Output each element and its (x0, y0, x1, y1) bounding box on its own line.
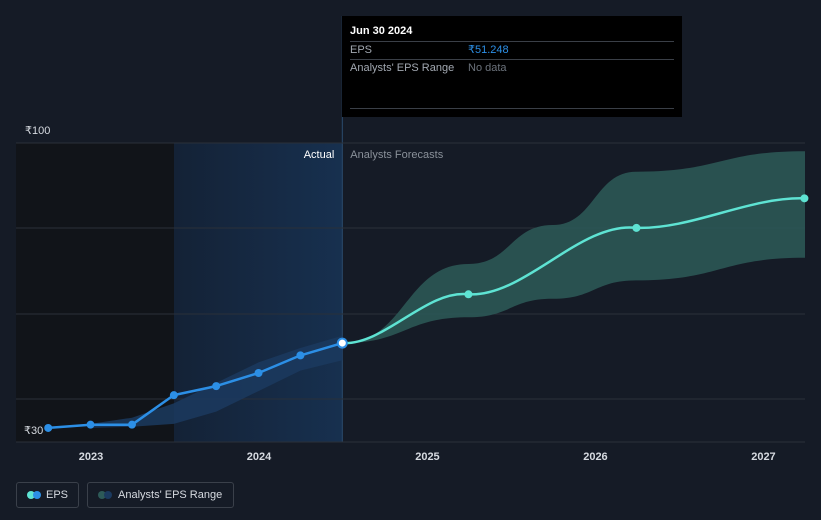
eps-point (212, 382, 221, 391)
y-tick-label: ₹100 (25, 125, 50, 137)
eps-point (127, 420, 136, 429)
forecast-point (632, 223, 641, 232)
eps-point (86, 420, 95, 429)
legend-range-label: Analysts' EPS Range (118, 489, 223, 501)
forecast-point (800, 194, 809, 203)
eps-point-highlighted (336, 337, 348, 349)
tooltip-eps-label: EPS (350, 44, 373, 56)
past-eps-range (90, 335, 343, 428)
tooltip-eps-row: EPS ₹51.248 (350, 41, 674, 59)
x-tick-label: 2025 (415, 451, 439, 463)
eps-series-line (48, 341, 343, 430)
eps-point (254, 369, 263, 378)
eps-point (44, 423, 53, 432)
forecast-series-line (342, 196, 807, 345)
legend-eps-label: EPS (45, 489, 68, 501)
tooltip-range-value: No data (468, 62, 507, 74)
past-shade (16, 143, 174, 442)
x-tick-label: 2027 (751, 451, 775, 463)
eps-point (169, 391, 178, 400)
tooltip-range-label: Analysts' EPS Range (350, 62, 455, 74)
forecast-label: Analysts Forecasts (350, 149, 443, 161)
x-tick-label: 2023 (79, 451, 103, 463)
tooltip-date: Jun 30 2024 (350, 25, 413, 37)
x-tick-label: 2024 (247, 451, 272, 463)
tooltip-eps-value: ₹51.248 (468, 44, 509, 56)
chart-points (44, 194, 809, 432)
eps-point (296, 351, 305, 360)
legend-range[interactable]: Analysts' EPS Range (87, 482, 234, 508)
chart-bands (16, 16, 343, 442)
forecast-point (464, 290, 473, 299)
x-tick-label: 2026 (583, 451, 607, 463)
chart-lines (48, 196, 807, 430)
chart-labels: ₹100 ₹30 2023 2024 2025 2026 2027 Actual Analyst… (24, 125, 776, 463)
y-tick-label: ₹30 (24, 425, 43, 437)
hover-tooltip: Jun 30 2024 EPS ₹51.248 Analysts' EPS Ra… (342, 16, 682, 117)
actual-label: Actual (304, 149, 335, 161)
tooltip-divider (350, 108, 674, 109)
tooltip-range-row: Analysts' EPS Range No data (350, 59, 674, 77)
legend-eps[interactable]: EPS (16, 482, 79, 508)
range-legend-icon (98, 491, 112, 499)
eps-legend-icon (27, 491, 41, 499)
